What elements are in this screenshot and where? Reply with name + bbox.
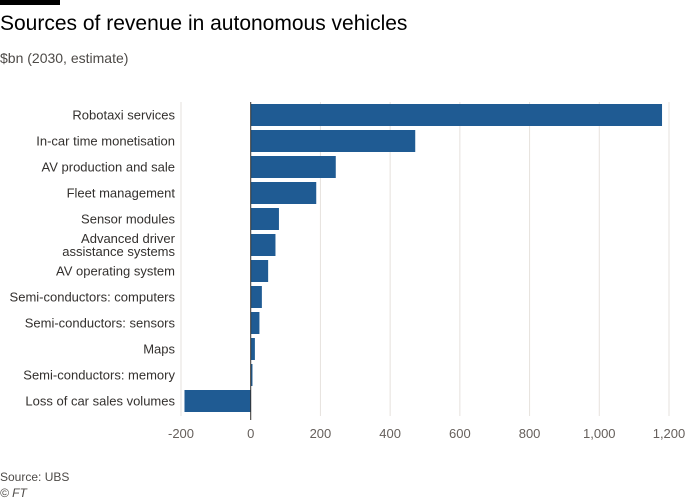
bar <box>250 182 317 204</box>
credit-note: © FT <box>0 486 27 500</box>
category-label: In-car time monetisation <box>36 134 175 149</box>
x-tick-label: 200 <box>310 426 332 441</box>
category-label: Fleet management <box>67 186 176 201</box>
x-tick-label: 600 <box>449 426 471 441</box>
bar <box>250 234 276 256</box>
bar-chart: Robotaxi services In-car time monetisatio… <box>10 102 686 441</box>
source-note: Source: UBS <box>0 470 70 484</box>
category-label: AV operating system <box>56 264 175 279</box>
x-tick-label: -200 <box>168 426 194 441</box>
category-label: Maps <box>143 342 175 357</box>
category-label: Sensor modules <box>81 212 175 227</box>
category-label: Semi-conductors: sensors <box>25 316 176 331</box>
bar <box>250 156 336 178</box>
category-label: Loss of car sales volumes <box>25 394 175 409</box>
chart-subtitle: $bn (2030, estimate) <box>0 50 129 66</box>
x-tick-label: 1,000 <box>583 426 616 441</box>
category-label: Robotaxi services <box>72 108 175 123</box>
bar <box>250 338 255 360</box>
bar <box>250 364 253 386</box>
bar <box>250 312 260 334</box>
bar <box>250 260 269 282</box>
x-tick-label: 1,200 <box>653 426 686 441</box>
category-label: Semi-conductors: memory <box>23 368 175 383</box>
chart-title: Sources of revenue in autonomous vehicle… <box>0 12 408 35</box>
x-tick-label: 0 <box>247 426 254 441</box>
x-tick-label: 800 <box>519 426 541 441</box>
brand-bar <box>0 0 60 5</box>
bar <box>250 130 416 152</box>
x-tick-label: 400 <box>379 426 401 441</box>
bar <box>184 390 251 412</box>
bar <box>250 286 262 308</box>
category-label: Advanced driver assistance systems <box>62 231 175 259</box>
bar <box>250 104 663 126</box>
category-label: AV production and sale <box>42 160 175 175</box>
bar <box>250 208 279 230</box>
category-label: Semi-conductors: computers <box>10 290 176 305</box>
